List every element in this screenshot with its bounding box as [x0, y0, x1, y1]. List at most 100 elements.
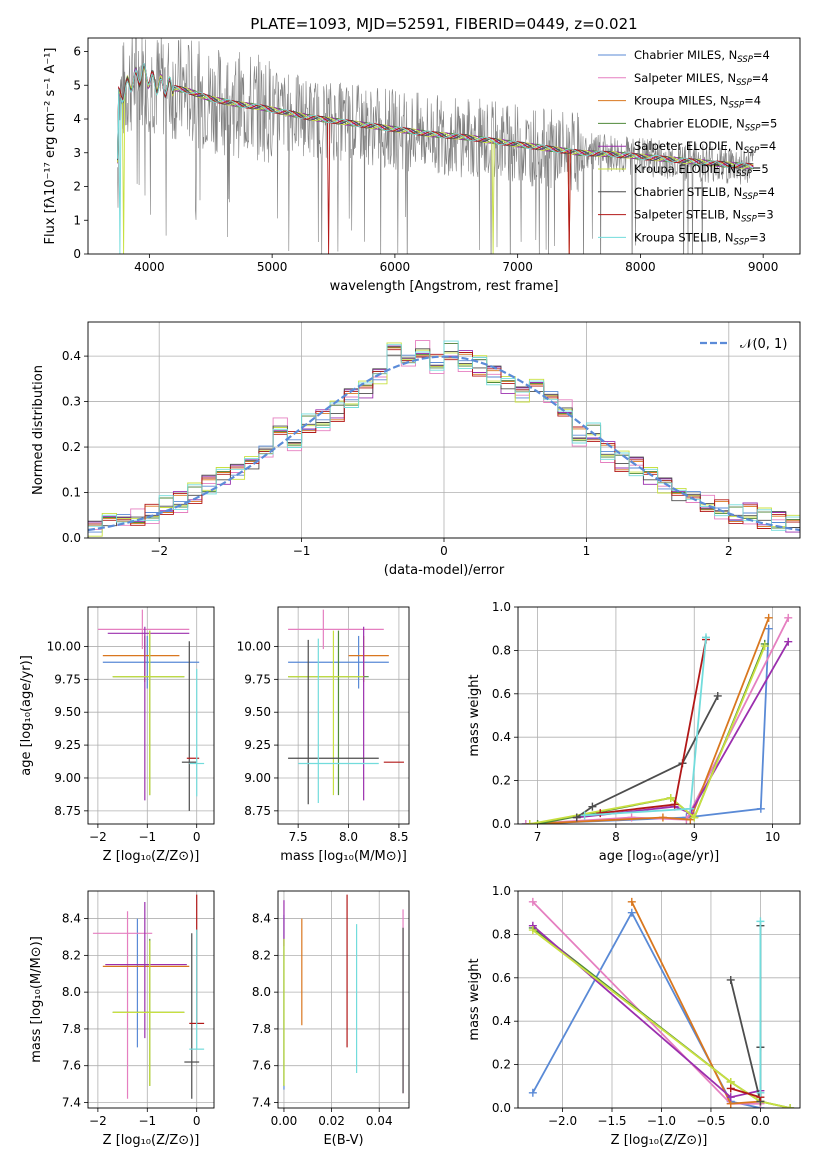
y-tick-label: 0.4	[492, 730, 511, 744]
series-line	[537, 643, 766, 824]
y-tick-label: 9.75	[54, 672, 81, 686]
x-tick-label: 0.02	[318, 1114, 345, 1128]
y-tick-label: 9.25	[244, 738, 271, 752]
x-tick-label: 8.5	[389, 830, 408, 844]
residuals-plot-area	[88, 340, 800, 537]
plus-marker	[690, 813, 699, 822]
plus-marker	[670, 800, 679, 809]
x-tick-label: 2	[725, 544, 733, 558]
y-tick-label: 9.00	[244, 771, 271, 785]
legend-label: Chabrier MILES, NSSP=4	[634, 48, 770, 65]
plot-frame	[87, 890, 215, 1109]
x-tick-label: −1.5	[597, 1114, 626, 1128]
x-tick-label: 9	[690, 830, 698, 844]
plus-marker	[666, 793, 675, 802]
x-tick-label: 1	[583, 544, 591, 558]
x-tick-label: 0.04	[366, 1114, 393, 1128]
y-tick-label: 7.8	[252, 1022, 271, 1036]
legend-label: Salpeter ELODIE, NSSP=4	[634, 139, 776, 156]
y-tick-label: 0.2	[492, 774, 511, 788]
plus-marker	[764, 613, 773, 622]
x-axis-label: (data-model)/error	[384, 563, 505, 578]
plus-marker	[658, 813, 667, 822]
plus-marker	[756, 1088, 765, 1097]
plus-marker	[713, 691, 722, 700]
y-tick-label: 0.8	[492, 643, 511, 657]
plot-frame	[517, 890, 801, 1109]
x-axis-label: Z [log₁₀(Z/Z⊙)]	[103, 849, 200, 864]
x-tick-label: 5000	[257, 260, 288, 274]
y-tick-label: 9.50	[54, 705, 81, 719]
legend-label: Kroupa STELIB, NSSP=3	[634, 230, 766, 247]
residuals-panel: −2 −1 0 1 2 0.0 0.1 0.2 0.3 0.4 (data-model)/error…	[31, 321, 801, 578]
y-tick-label: 9.50	[244, 705, 271, 719]
plus-marker	[596, 809, 605, 818]
y-tick-label: 10.00	[237, 639, 271, 653]
x-tick-label: −1	[293, 544, 311, 558]
y-tick-label: 8.4	[252, 912, 271, 926]
y-tick-label: 0	[73, 247, 81, 261]
histogram-step-kroupa-stelib	[88, 340, 800, 531]
spectrum-panel: 4000 5000 6000 7000 8000 9000 0 1 2 3 4 5 6 wavelengt…	[43, 37, 801, 294]
y-tick-label: 1.0	[492, 600, 511, 614]
y-tick-label: 0.4	[62, 349, 81, 363]
x-tick-label: 0.00	[271, 1114, 298, 1128]
series-line	[630, 901, 761, 1105]
x-tick-label: 0	[440, 544, 448, 558]
y-tick-label: 9.75	[244, 672, 271, 686]
y-tick-label: 8.2	[62, 948, 81, 962]
plus-marker	[686, 804, 695, 813]
x-tick-label: 8000	[625, 260, 656, 274]
y-tick-label: 1	[73, 213, 81, 227]
x-tick-label: −2	[150, 544, 168, 558]
plus-marker	[756, 804, 765, 813]
x-tick-label: 0.0	[751, 1114, 770, 1128]
model-spectrum-kroupa-stelib	[117, 63, 754, 254]
series-line	[529, 617, 770, 824]
y-axis-label: mass weight	[467, 958, 482, 1040]
y-tick-label: 8.75	[54, 804, 81, 818]
plus-marker	[525, 820, 534, 824]
y-tick-label: 7.4	[62, 1095, 81, 1109]
plus-marker	[528, 926, 537, 935]
x-tick-label: 0	[193, 1114, 201, 1128]
y-tick-label: 0.6	[492, 687, 511, 701]
age-vs-mass-plot-area	[288, 609, 404, 805]
x-axis-label: wavelength [Angstrom, rest frame]	[330, 279, 559, 294]
model-spectrum-chabrier-elodie	[117, 65, 754, 170]
mass-vs-Z-plot-area	[92, 894, 205, 1099]
plus-marker	[627, 897, 636, 906]
x-tick-label: −1	[138, 830, 156, 844]
plus-marker	[533, 820, 542, 824]
y-tick-label: 8.2	[252, 948, 271, 962]
y-tick-label: 7.6	[62, 1059, 81, 1073]
plus-marker	[726, 1084, 735, 1093]
plus-marker	[760, 642, 769, 651]
y-tick-label: 7.6	[252, 1059, 271, 1073]
y-tick-label: 0.0	[492, 1101, 511, 1115]
x-tick-label: 8	[612, 830, 620, 844]
legend-label: Chabrier STELIB, NSSP=4	[634, 185, 775, 202]
y-tick-label: 8.0	[62, 985, 81, 999]
spectrum-legend: Chabrier MILES, NSSP=4 Salpeter MILES, NS…	[598, 48, 777, 247]
plus-marker	[726, 975, 735, 984]
y-tick-label: 8.4	[62, 912, 81, 926]
y-axis-label: age [log₁₀(age/yr)]	[19, 655, 34, 776]
x-axis-label: E(B-V)	[323, 1133, 363, 1148]
y-axis-label: mass [log₁₀(M/M⊙)]	[29, 936, 44, 1063]
plus-marker	[528, 897, 537, 906]
x-tick-label: −0.5	[696, 1114, 725, 1128]
spectrum-plot-area	[117, 38, 754, 254]
plus-marker	[627, 908, 636, 917]
y-tick-label: 8.75	[244, 804, 271, 818]
y-tick-label: 9.25	[54, 738, 81, 752]
residuals-legend: 𝒩(0, 1)	[700, 337, 787, 352]
normal-distribution-curve	[88, 355, 800, 532]
y-tick-label: 0.0	[62, 531, 81, 545]
weight-vs-age-plot-area	[521, 613, 793, 824]
plus-marker	[784, 637, 793, 646]
model-spectrum-kroupa-miles	[117, 63, 754, 254]
mass-vs-Z-panel: −2 −1 0 7.4 7.6 7.8 8.0 8.2 8.4 Z [log₁₀(Z/Z⊙)] ma…	[29, 890, 215, 1148]
series-line	[532, 910, 761, 1108]
y-tick-label: 7.4	[252, 1095, 271, 1109]
